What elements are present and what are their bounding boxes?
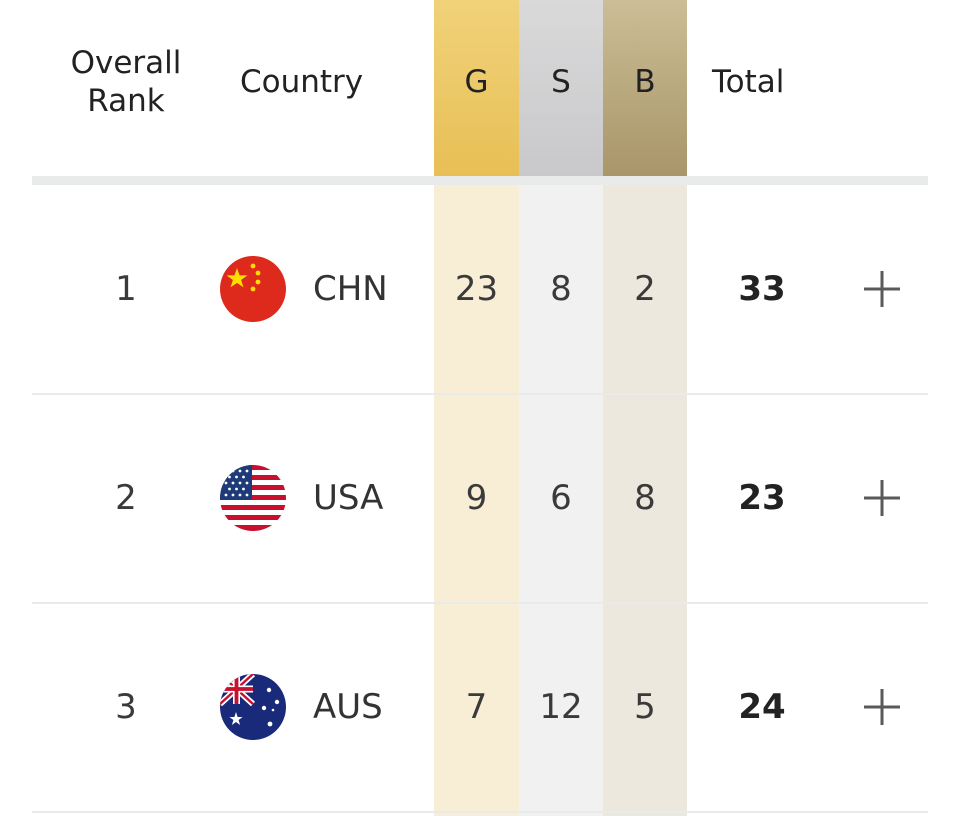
rank-cell: 1 xyxy=(115,269,137,309)
plus-icon xyxy=(864,480,900,516)
usa-flag-icon xyxy=(220,465,286,531)
gold-header-swatch xyxy=(434,0,519,176)
bronze-header[interactable]: B xyxy=(634,64,656,100)
table-row[interactable]: 3 AUS 7 12 5 24 xyxy=(0,603,960,811)
total-count-cell: 23 xyxy=(738,478,786,518)
bronze-count-cell: 2 xyxy=(634,269,656,309)
gold-header[interactable]: G xyxy=(464,64,489,100)
plus-icon xyxy=(864,271,900,307)
expand-row-button[interactable] xyxy=(862,687,902,727)
bronze-header-swatch xyxy=(603,0,687,176)
overall-rank-header-line2: Rank xyxy=(87,83,165,119)
row-divider xyxy=(32,811,928,813)
header-divider xyxy=(32,176,928,185)
total-count-cell: 24 xyxy=(738,687,786,727)
gold-count-cell: 9 xyxy=(465,478,488,518)
table-row[interactable]: 2 USA 9 6 8 23 xyxy=(0,394,960,602)
country-code-cell[interactable]: USA xyxy=(313,478,384,518)
australia-flag-icon xyxy=(220,674,286,740)
country-header[interactable]: Country xyxy=(240,64,364,100)
country-code-cell[interactable]: AUS xyxy=(313,687,383,727)
rank-cell: 2 xyxy=(115,478,137,518)
silver-count-cell: 6 xyxy=(550,478,572,518)
bronze-count-cell: 8 xyxy=(634,478,656,518)
table-row[interactable]: 1 CHN 23 8 2 33 xyxy=(0,185,960,393)
total-count-cell: 33 xyxy=(738,269,786,309)
plus-icon xyxy=(864,689,900,725)
overall-rank-header-line1: Overall xyxy=(70,45,182,81)
total-header[interactable]: Total xyxy=(712,64,785,100)
silver-count-cell: 8 xyxy=(550,269,572,309)
expand-row-button[interactable] xyxy=(862,269,902,309)
china-flag-icon xyxy=(220,256,286,322)
rank-cell: 3 xyxy=(115,687,137,727)
gold-count-cell: 7 xyxy=(465,687,488,727)
silver-header[interactable]: S xyxy=(551,64,571,100)
row-divider xyxy=(32,393,928,395)
country-code-cell[interactable]: CHN xyxy=(313,269,388,309)
expand-row-button[interactable] xyxy=(862,478,902,518)
row-divider xyxy=(32,602,928,604)
bronze-count-cell: 5 xyxy=(634,687,656,727)
silver-count-cell: 12 xyxy=(539,687,583,727)
silver-header-swatch xyxy=(519,0,603,176)
gold-count-cell: 23 xyxy=(454,269,499,309)
overall-rank-header[interactable]: Overall Rank xyxy=(40,44,212,120)
